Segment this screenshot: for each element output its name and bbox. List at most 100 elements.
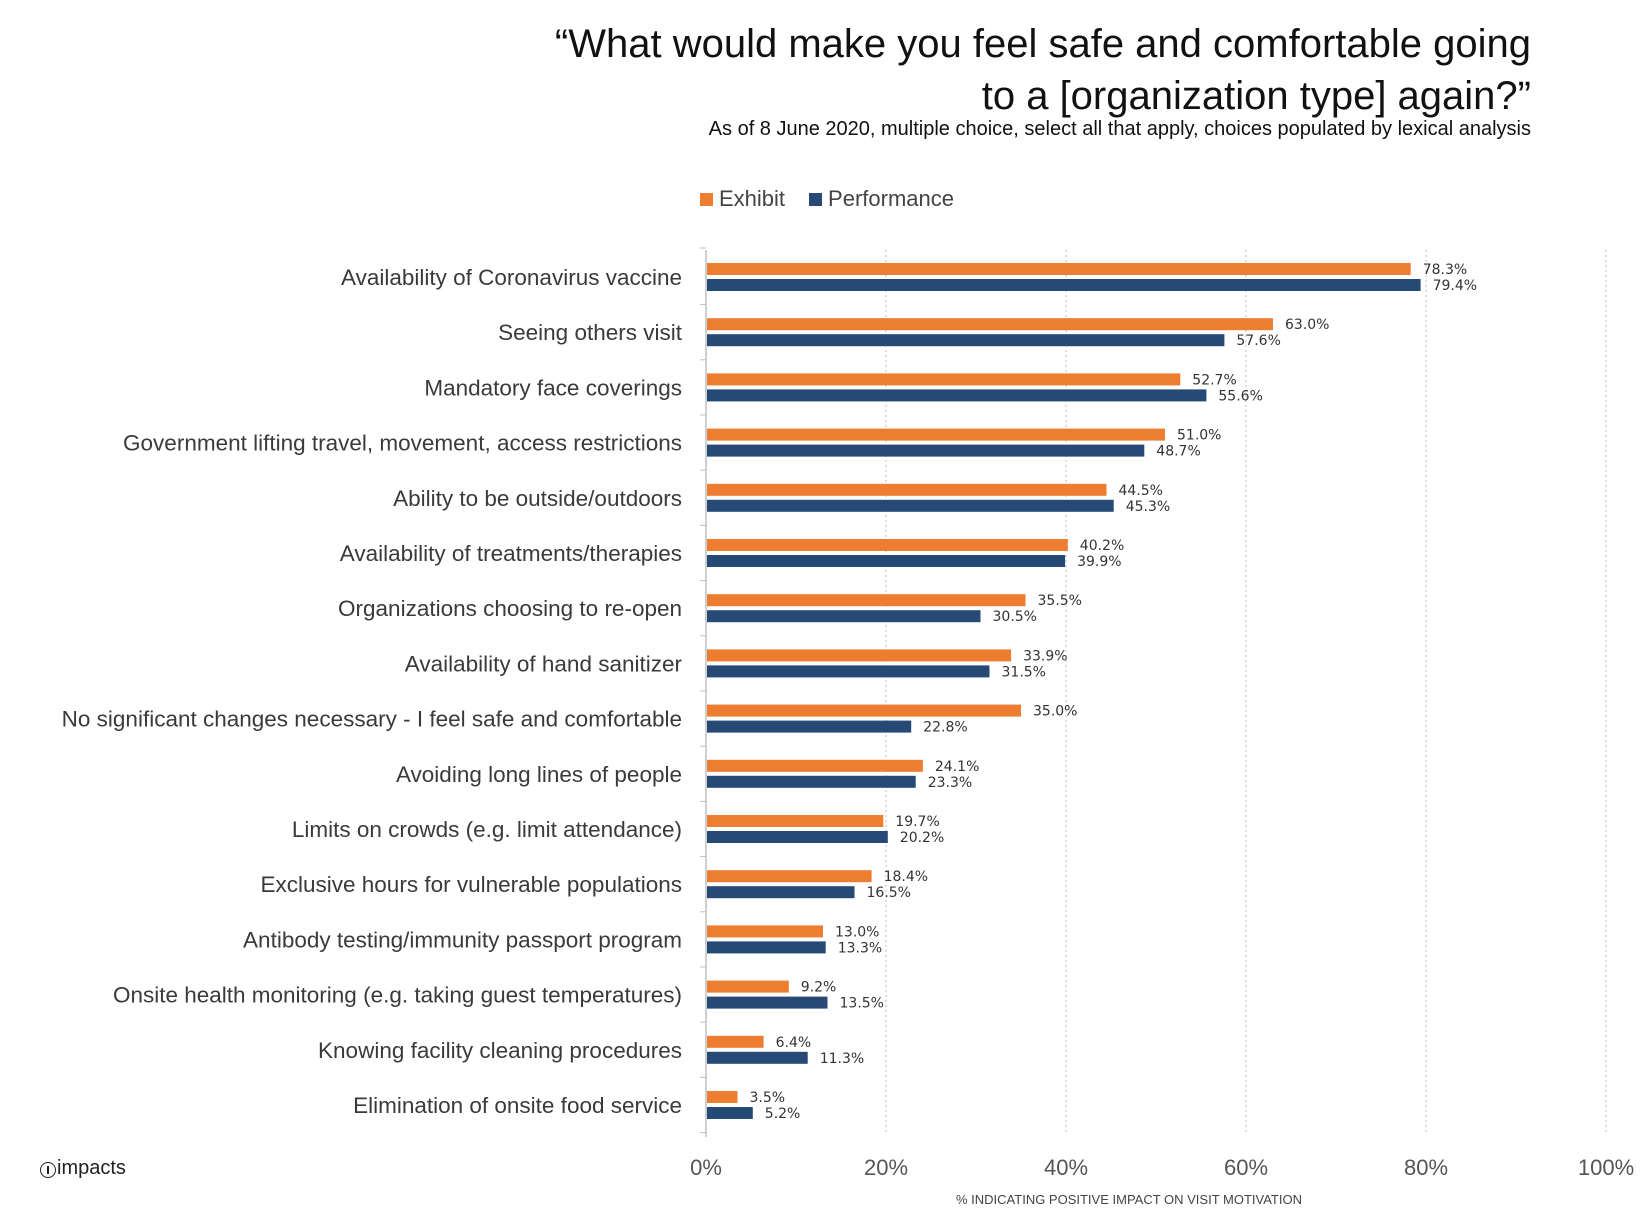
data-label-performance: 39.9% — [1077, 554, 1121, 570]
data-label-exhibit: 9.2% — [801, 980, 837, 996]
data-label-exhibit: 35.0% — [1033, 704, 1077, 720]
bar-performance — [707, 499, 1114, 512]
data-label-exhibit: 19.7% — [895, 814, 939, 830]
category-label: Government lifting travel, movement, acc… — [123, 431, 682, 456]
bar-exhibit — [707, 1091, 738, 1103]
data-label-performance: 31.5% — [1002, 664, 1046, 680]
chart-subtitle: As of 8 June 2020, multiple choice, sele… — [708, 118, 1531, 140]
bar-exhibit — [707, 925, 823, 938]
bar-performance — [707, 665, 990, 678]
bar-performance — [707, 831, 888, 843]
data-label-exhibit: 63.0% — [1285, 317, 1329, 333]
logo-text: impacts — [57, 1157, 126, 1179]
category-label: Onsite health monitoring (e.g. taking gu… — [113, 983, 682, 1008]
data-label-exhibit: 52.7% — [1192, 372, 1236, 388]
legend-label-exhibit: Exhibit — [719, 186, 786, 211]
category-label: Mandatory face coverings — [424, 375, 682, 400]
legend-item-exhibit: Exhibit — [700, 186, 785, 212]
chart-title-line-2: to a [organization type] again?” — [981, 74, 1531, 118]
bar-exhibit — [707, 428, 1165, 441]
bar-performance — [707, 886, 855, 899]
bar-performance — [707, 610, 981, 623]
bar-performance — [707, 720, 912, 733]
category-label: Avoiding long lines of people — [396, 762, 682, 787]
chart-legend: Exhibit Performance — [700, 186, 954, 212]
legend-label-performance: Performance — [828, 186, 954, 211]
bar-exhibit — [707, 539, 1068, 551]
bar-performance — [707, 279, 1421, 291]
x-tick-label: 80% — [1404, 1155, 1448, 1180]
category-label: No significant changes necessary - I fee… — [62, 707, 682, 732]
bar-performance — [707, 941, 826, 954]
chart-title: “What would make you feel safe and comfo… — [331, 18, 1531, 122]
data-label-exhibit: 35.5% — [1038, 593, 1082, 609]
bar-performance — [707, 775, 916, 788]
data-label-performance: 48.7% — [1156, 444, 1200, 460]
category-label: Limits on crowds (e.g. limit attendance) — [292, 817, 682, 842]
x-tick-label: 20% — [864, 1155, 908, 1180]
category-label: Knowing facility cleaning procedures — [318, 1038, 682, 1063]
bar-exhibit — [707, 870, 872, 883]
bar-exhibit — [707, 318, 1273, 331]
data-label-exhibit: 51.0% — [1177, 428, 1221, 444]
legend-item-performance: Performance — [809, 186, 954, 212]
data-label-exhibit: 78.3% — [1423, 262, 1467, 278]
data-label-performance: 23.3% — [928, 775, 972, 791]
bar-exhibit — [707, 263, 1411, 275]
x-tick-label: 0% — [690, 1155, 722, 1180]
data-label-performance: 22.8% — [923, 720, 967, 736]
bar-exhibit — [707, 1035, 764, 1048]
bar-exhibit — [707, 815, 884, 827]
impacts-logo: impacts — [40, 1157, 126, 1180]
category-label: Elimination of onsite food service — [353, 1093, 682, 1118]
bar-exhibit — [707, 704, 1021, 717]
data-label-performance: 55.6% — [1218, 388, 1262, 404]
bar-exhibit — [707, 980, 789, 993]
bar-performance — [707, 1107, 753, 1119]
x-axis-title: % INDICATING POSITIVE IMPACT ON VISIT MO… — [956, 1192, 1302, 1207]
category-label: Seeing others visit — [498, 320, 683, 345]
bar-performance — [707, 334, 1225, 347]
data-label-performance: 30.5% — [993, 609, 1037, 625]
x-tick-label: 60% — [1224, 1155, 1268, 1180]
bar-performance — [707, 555, 1066, 567]
data-label-performance: 5.2% — [765, 1106, 801, 1122]
data-label-exhibit: 44.5% — [1119, 483, 1163, 499]
bar-exhibit — [707, 759, 923, 772]
bar-performance — [707, 444, 1145, 457]
category-label: Availability of Coronavirus vaccine — [341, 265, 682, 290]
category-label: Ability to be outside/outdoors — [393, 486, 682, 511]
data-label-exhibit: 13.0% — [835, 924, 879, 940]
info-circle-icon — [40, 1161, 56, 1178]
bar-performance — [707, 389, 1207, 402]
data-label-exhibit: 18.4% — [884, 869, 928, 885]
category-label: Organizations choosing to re-open — [338, 596, 682, 621]
category-label: Exclusive hours for vulnerable populatio… — [261, 872, 683, 897]
data-label-exhibit: 24.1% — [935, 759, 979, 775]
category-label: Antibody testing/immunity passport progr… — [243, 927, 682, 952]
category-label: Availability of hand sanitizer — [405, 651, 683, 676]
category-label: Availability of treatments/therapies — [340, 541, 682, 566]
bar-exhibit — [707, 649, 1012, 662]
data-label-exhibit: 3.5% — [750, 1090, 786, 1106]
x-tick-label: 40% — [1044, 1155, 1088, 1180]
data-label-performance: 11.3% — [820, 1051, 864, 1067]
data-label-exhibit: 40.2% — [1080, 538, 1124, 554]
x-tick-label: 100% — [1578, 1155, 1634, 1180]
legend-swatch-performance — [809, 192, 823, 206]
bar-performance — [707, 996, 828, 1009]
data-label-performance: 57.6% — [1236, 333, 1280, 349]
data-label-performance: 13.5% — [840, 996, 884, 1012]
data-label-performance: 45.3% — [1126, 499, 1170, 515]
data-label-performance: 13.3% — [838, 940, 882, 956]
data-label-performance: 79.4% — [1433, 278, 1477, 294]
data-label-exhibit: 6.4% — [776, 1035, 812, 1051]
data-label-performance: 16.5% — [867, 885, 911, 901]
bar-exhibit — [707, 594, 1026, 607]
bar-exhibit — [707, 483, 1107, 496]
bar-exhibit — [707, 373, 1181, 386]
chart-title-line-1: “What would make you feel safe and comfo… — [554, 22, 1531, 66]
legend-swatch-exhibit — [700, 192, 713, 206]
data-label-performance: 20.2% — [900, 830, 944, 846]
